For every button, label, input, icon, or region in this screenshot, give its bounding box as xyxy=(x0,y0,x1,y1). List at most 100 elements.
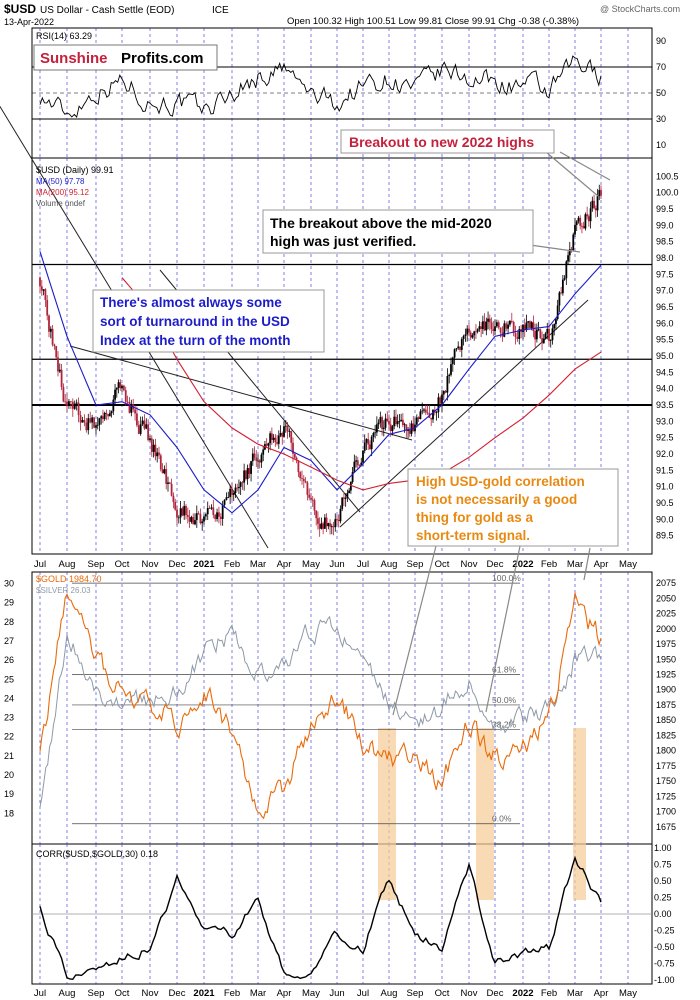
corr-tick-label: 0.75 xyxy=(654,860,672,870)
month-tick-label: Mar xyxy=(567,559,583,570)
header-description: US Dollar - Cash Settle (EOD) xyxy=(40,5,174,16)
usd-candle-body xyxy=(485,321,488,331)
usd-candle-body xyxy=(468,328,470,333)
usd-candle-body xyxy=(58,369,61,372)
usd-candle-body xyxy=(327,523,330,527)
volume-legend: Volume undef xyxy=(36,199,86,208)
usd-candle-body xyxy=(246,468,249,480)
gold-tick-label: 1925 xyxy=(656,670,676,680)
gold-tick-label: 1775 xyxy=(656,761,676,771)
usd-tick-label: 99.5 xyxy=(656,204,674,214)
usd-candle-body xyxy=(57,357,59,372)
usd-candle-body xyxy=(384,418,387,428)
rsi-legend: RSI(14) 63.29 xyxy=(36,31,92,41)
month-tick-label: Dec xyxy=(487,988,504,999)
corr-tick-label: 0.25 xyxy=(654,893,672,903)
usd-candle-body xyxy=(563,278,566,280)
usd-candle-body xyxy=(239,482,242,487)
usd-candle-body xyxy=(270,433,273,440)
usd-candle-body xyxy=(336,519,338,521)
usd-candle-body xyxy=(60,369,63,387)
usd-candle-body xyxy=(510,320,513,322)
usd-candle-body xyxy=(548,328,550,341)
usd-candle-body xyxy=(241,482,244,484)
usd-candle-body xyxy=(317,518,319,524)
usd-candle-body xyxy=(262,449,265,455)
usd-candle-body xyxy=(297,460,300,473)
usd-candle-body xyxy=(168,482,171,484)
usd-candle-body xyxy=(455,348,458,350)
usd-candle-body xyxy=(206,507,209,515)
stockcharts-watermark: @ StockCharts.com xyxy=(600,4,680,14)
usd-candle-body xyxy=(567,255,569,262)
usd-trendline xyxy=(69,345,413,441)
correlation-text-line4: short-term signal. xyxy=(416,528,530,543)
usd-candle-body xyxy=(551,328,554,341)
usd-candle-body xyxy=(503,323,506,337)
usd-candle-body xyxy=(539,329,542,339)
usd-candle-body xyxy=(174,501,177,510)
usd-candle-body xyxy=(527,321,530,323)
usd-candle-body xyxy=(600,190,602,196)
usd-candle-body xyxy=(274,437,277,443)
corr-layer xyxy=(39,855,602,981)
usd-candle-body xyxy=(577,217,580,222)
usd-candle-body xyxy=(194,520,196,525)
month-tick-label: Feb xyxy=(224,559,240,570)
usd-tick-label: 91.5 xyxy=(656,465,674,475)
correlation-text-line2: is not necessarily a good xyxy=(416,492,577,507)
usd-candle-body xyxy=(379,417,382,423)
usd-candle-body xyxy=(535,329,538,340)
usd-candle-body xyxy=(172,495,175,502)
month-tick-label: Aug xyxy=(59,559,76,570)
gold-tick-label: 1950 xyxy=(656,654,676,664)
gold-tick-label: 1675 xyxy=(656,822,676,832)
usd-candle-body xyxy=(460,339,463,350)
usd-candle-body xyxy=(507,324,509,329)
turnaround-text-line1: There's almost always some xyxy=(100,295,282,310)
usd-tick-label: 94.0 xyxy=(656,384,674,394)
usd-candle-body xyxy=(284,425,287,427)
usd-candle-body xyxy=(225,497,228,500)
usd-candle-body xyxy=(365,439,368,443)
month-tick-label: Dec xyxy=(169,559,186,570)
usd-tick-label: 90.0 xyxy=(656,514,674,524)
gold-tick-label: 1975 xyxy=(656,639,676,649)
usd-candle-body xyxy=(40,286,43,291)
month-tick-label: Mar xyxy=(567,988,583,999)
usd-candle-body xyxy=(398,421,401,423)
usd-candle-body xyxy=(570,249,573,250)
usd-candle-body xyxy=(231,488,233,495)
usd-candle-body xyxy=(188,516,191,522)
month-tick-label: 2021 xyxy=(193,988,215,999)
usd-candle-body xyxy=(358,465,361,466)
usd-candle-body xyxy=(459,346,461,350)
usd-candle-body xyxy=(369,444,371,450)
correlation-annotation: High USD-gold correlation is not necessa… xyxy=(392,468,619,716)
usd-candle-body xyxy=(488,318,491,323)
gold-legend: $GOLD 1984.70 xyxy=(36,574,102,584)
gold-layer: 100.0% 61.8% 50.0% 38.2% 0.0% xyxy=(39,573,602,825)
usd-candle-body xyxy=(253,453,256,458)
month-tick-label: May xyxy=(302,559,320,570)
usd-trendline xyxy=(339,299,589,528)
silver-tick-label: 25 xyxy=(4,674,14,684)
usd-candle-body xyxy=(141,420,144,425)
usd-candle-body xyxy=(232,492,235,495)
usd-candle-body xyxy=(518,329,521,339)
gold-tick-label: 2050 xyxy=(656,593,676,603)
usd-candle-body xyxy=(95,425,97,428)
usd-candle-body xyxy=(325,517,328,527)
usd-candle-body xyxy=(473,331,476,336)
fibonacci-level-label: 0.0% xyxy=(492,814,512,824)
usd-candle-body xyxy=(117,382,120,388)
usd-candle-body xyxy=(448,374,451,377)
silver-tick-label: 24 xyxy=(4,693,14,703)
month-tick-label: Sep xyxy=(88,559,105,570)
usd-candle-body xyxy=(152,444,155,452)
usd-candle-body xyxy=(401,419,404,425)
fibonacci-level-label: 100.0% xyxy=(492,573,521,583)
usd-candle-body xyxy=(301,478,303,479)
month-tick-label: Nov xyxy=(461,988,478,999)
corr-tick-label: -0.50 xyxy=(654,942,675,952)
